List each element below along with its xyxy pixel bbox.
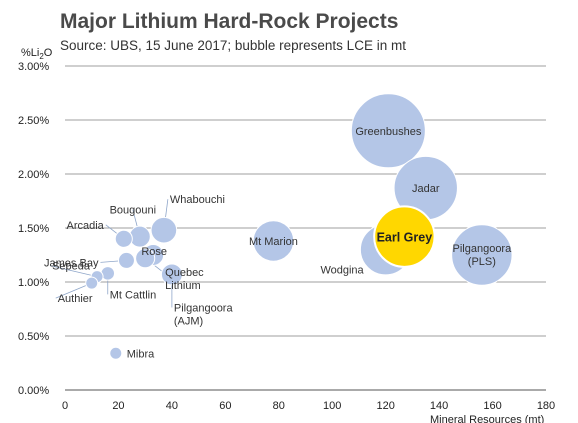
x-tick-label: 60 [219, 400, 231, 412]
y-tick-label: 3.00% [18, 61, 49, 73]
bubble-quebec-lithium [135, 248, 156, 269]
chart-subtitle: Source: UBS, 15 June 2017; bubble repres… [60, 38, 406, 53]
bubble-label: Rose [141, 246, 167, 258]
y-tick-label: 0.50% [18, 331, 49, 343]
bubble-label: Arcadia [66, 220, 104, 232]
bubble-label: Earl Grey [377, 231, 433, 245]
x-tick-label: 20 [112, 400, 124, 412]
bubble-whabouchi [150, 216, 178, 244]
bubble-label: Authier [58, 293, 93, 305]
y-tick-label: 1.50% [18, 223, 49, 235]
bubble-label: Mt Marion [249, 236, 298, 248]
bubble-labels: Greenbushes Jadar Wodgina Earl Grey Pilgango… [44, 126, 512, 360]
y-tick-label: 2.50% [18, 115, 49, 127]
bubble-label: Greenbushes [355, 126, 422, 138]
bubble-label: James Bay [44, 257, 99, 269]
y-axis-label: %Li2O [21, 47, 53, 61]
bubble-mt-marion [252, 220, 295, 262]
bubble-greenbushes [350, 93, 426, 169]
bubble-authier [85, 276, 99, 290]
x-tick-label: 40 [166, 400, 178, 412]
bubble-label: Mt Cattlin [110, 289, 156, 301]
x-tick-label: 160 [483, 400, 501, 412]
bubble-earl-grey [373, 205, 436, 268]
y-tick-label: 2.00% [18, 169, 49, 181]
bubble-label: Pilgangoora (PLS) [453, 243, 513, 268]
x-axis-label-partial: Mineral Resources (mt) [430, 414, 544, 423]
x-tick-label: 100 [323, 400, 341, 412]
chart-title: Major Lithium Hard-Rock Projects [60, 10, 398, 33]
bubbles [85, 93, 513, 360]
y-axis-ticks: 0.00% 0.50% 1.00% 1.50% 2.00% 2.50% 3.00% [18, 61, 49, 397]
y-tick-label: 1.00% [18, 277, 49, 289]
x-tick-label: 0 [62, 400, 68, 412]
bubble-pilgangoora-pls [451, 224, 513, 286]
bubble-label: Bougouni [110, 205, 157, 217]
bubble-label: Pilgangoora (AJM) [174, 302, 234, 327]
bubble-label: Sepeda [52, 261, 91, 273]
bubble-label: Wodgina [320, 265, 364, 277]
bubble-label: Jadar [412, 183, 440, 195]
bubble-label: Quebec Lithium [165, 267, 204, 292]
x-tick-label: 140 [430, 400, 448, 412]
bubble-label: Whabouchi [170, 194, 225, 206]
bubble-arcadia [114, 229, 133, 248]
bubble-pilgangoora-ajm [160, 263, 183, 286]
y-tick-label: 0.00% [18, 385, 49, 397]
bubble-james-bay [117, 251, 135, 269]
bubble-label: Mibra [127, 348, 155, 360]
bubble-mibra [109, 346, 123, 360]
x-tick-label: 180 [537, 400, 555, 412]
leader-line [49, 265, 98, 277]
x-tick-label: 120 [376, 400, 394, 412]
x-tick-label: 80 [273, 400, 285, 412]
x-axis-ticks: 0 20 40 60 80 100 120 140 160 180 [62, 400, 555, 412]
